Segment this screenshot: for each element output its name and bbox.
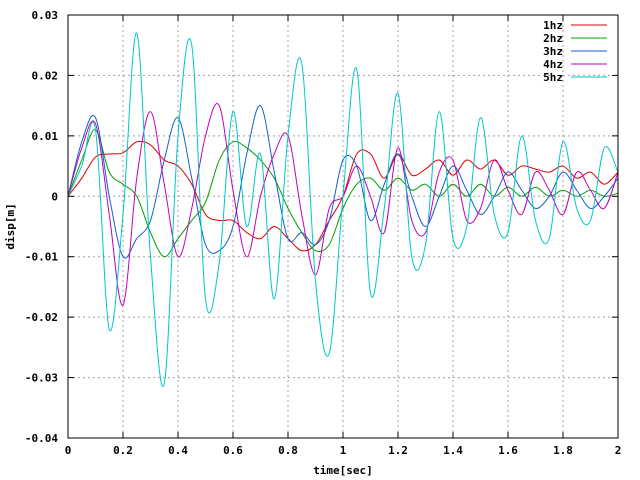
grid bbox=[68, 15, 618, 438]
y-axis-title: disp[m] bbox=[4, 203, 17, 249]
x-tick-label: 0.4 bbox=[168, 444, 188, 457]
legend-label-2hz: 2hz bbox=[543, 32, 563, 45]
y-axis: -0.04 -0.03 -0.02 -0.01 0 0.01 0.02 0.03 bbox=[25, 9, 618, 445]
x-tick-label: 2 bbox=[615, 444, 622, 457]
x-tick-label: 0.2 bbox=[113, 444, 133, 457]
legend-label-5hz: 5hz bbox=[543, 71, 563, 84]
x-tick-label: 1.4 bbox=[443, 444, 463, 457]
x-tick-label: 1.6 bbox=[498, 444, 518, 457]
series-line-2hz bbox=[67, 129, 619, 258]
x-tick-label: 1.8 bbox=[553, 444, 573, 457]
x-axis-title: time[sec] bbox=[313, 464, 373, 477]
series-line-4hz bbox=[67, 103, 619, 306]
x-tick-label: 1 bbox=[340, 444, 347, 457]
legend-label-4hz: 4hz bbox=[543, 58, 563, 71]
series-line-5hz bbox=[67, 32, 619, 387]
series-group bbox=[67, 32, 619, 387]
x-tick-label: 0 bbox=[65, 444, 72, 457]
y-tick-label: -0.04 bbox=[25, 432, 58, 445]
y-tick-label: 0.01 bbox=[32, 130, 59, 143]
x-axis: 0 0.2 0.4 0.6 0.8 1 1.2 1.4 1.6 1.8 2 bbox=[65, 15, 622, 457]
x-tick-label: 1.2 bbox=[388, 444, 408, 457]
y-tick-label: 0.02 bbox=[32, 69, 59, 82]
legend-label-3hz: 3hz bbox=[543, 45, 563, 58]
series-line-3hz bbox=[67, 105, 619, 259]
legend-label-1hz: 1hz bbox=[543, 19, 563, 32]
y-tick-label: 0.03 bbox=[32, 9, 59, 22]
y-tick-label: -0.03 bbox=[25, 372, 58, 385]
y-tick-label: 0 bbox=[51, 190, 58, 203]
y-tick-label: -0.01 bbox=[25, 251, 58, 264]
y-tick-label: -0.02 bbox=[25, 311, 58, 324]
x-tick-label: 0.6 bbox=[223, 444, 243, 457]
x-tick-label: 0.8 bbox=[278, 444, 298, 457]
